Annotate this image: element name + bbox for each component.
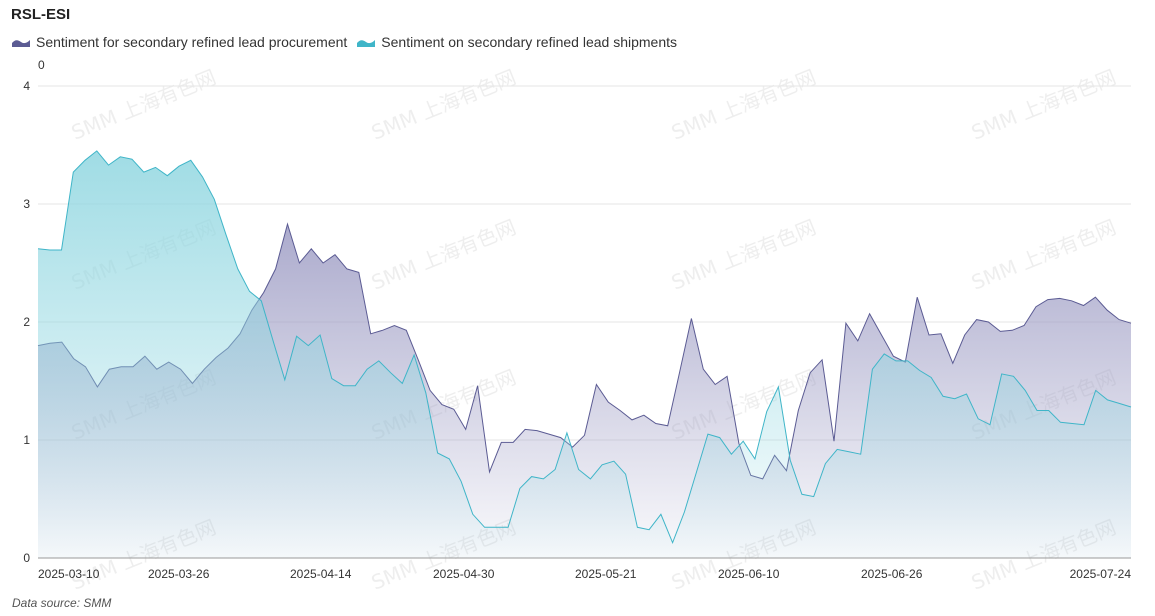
y-tick-label: 2 xyxy=(23,315,30,329)
watermark-text: SMM 上海有色网 xyxy=(368,65,519,145)
x-tick-label: 2025-04-30 xyxy=(433,567,495,581)
axes: 0 1 2 3 4 2025-03-10 2025-03-26 2025-04-14 2025-… xyxy=(23,79,1131,581)
x-tick-label: 2025-05-21 xyxy=(575,567,637,581)
data-source: Data source: SMM xyxy=(12,596,112,610)
watermark-text: SMM 上海有色网 xyxy=(368,215,519,295)
series-line-shipments xyxy=(37,150,1132,545)
y-tick-label: 3 xyxy=(23,197,30,211)
x-tick-label: 2025-06-26 xyxy=(861,567,923,581)
x-tick-label: 2025-03-26 xyxy=(148,567,210,581)
axis-unit-label: 0 xyxy=(38,58,45,72)
y-tick-label: 4 xyxy=(23,79,30,93)
watermark-text: SMM 上海有色网 xyxy=(968,65,1119,145)
chart-title: RSL-ESI xyxy=(11,6,71,23)
x-tick-label: 2025-04-14 xyxy=(290,567,352,581)
x-tick-label: 2025-03-10 xyxy=(38,567,100,581)
legend-item-procurement[interactable]: Sentiment for secondary refined lead pro… xyxy=(12,34,347,50)
y-tick-label: 1 xyxy=(23,433,30,447)
watermark-text: SMM 上海有色网 xyxy=(968,215,1119,295)
watermark-text: SMM 上海有色网 xyxy=(668,65,819,145)
area-swatch-icon xyxy=(357,40,376,47)
series-areas xyxy=(37,150,1132,558)
series-area-shipments xyxy=(38,150,1131,558)
y-tick-label: 0 xyxy=(23,551,30,565)
watermark-text: SMM 上海有色网 xyxy=(668,215,819,295)
legend: Sentiment for secondary refined lead pro… xyxy=(12,34,677,50)
legend-label-shipments: Sentiment on secondary refined lead ship… xyxy=(381,34,678,50)
legend-item-shipments[interactable]: Sentiment on secondary refined lead ship… xyxy=(357,34,677,50)
legend-label-procurement: Sentiment for secondary refined lead pro… xyxy=(36,34,348,50)
area-swatch-icon xyxy=(12,40,30,47)
x-tick-label: 2025-06-10 xyxy=(718,567,780,581)
x-tick-label: 2025-07-24 xyxy=(1070,567,1132,581)
watermark-text: SMM 上海有色网 xyxy=(68,65,219,145)
